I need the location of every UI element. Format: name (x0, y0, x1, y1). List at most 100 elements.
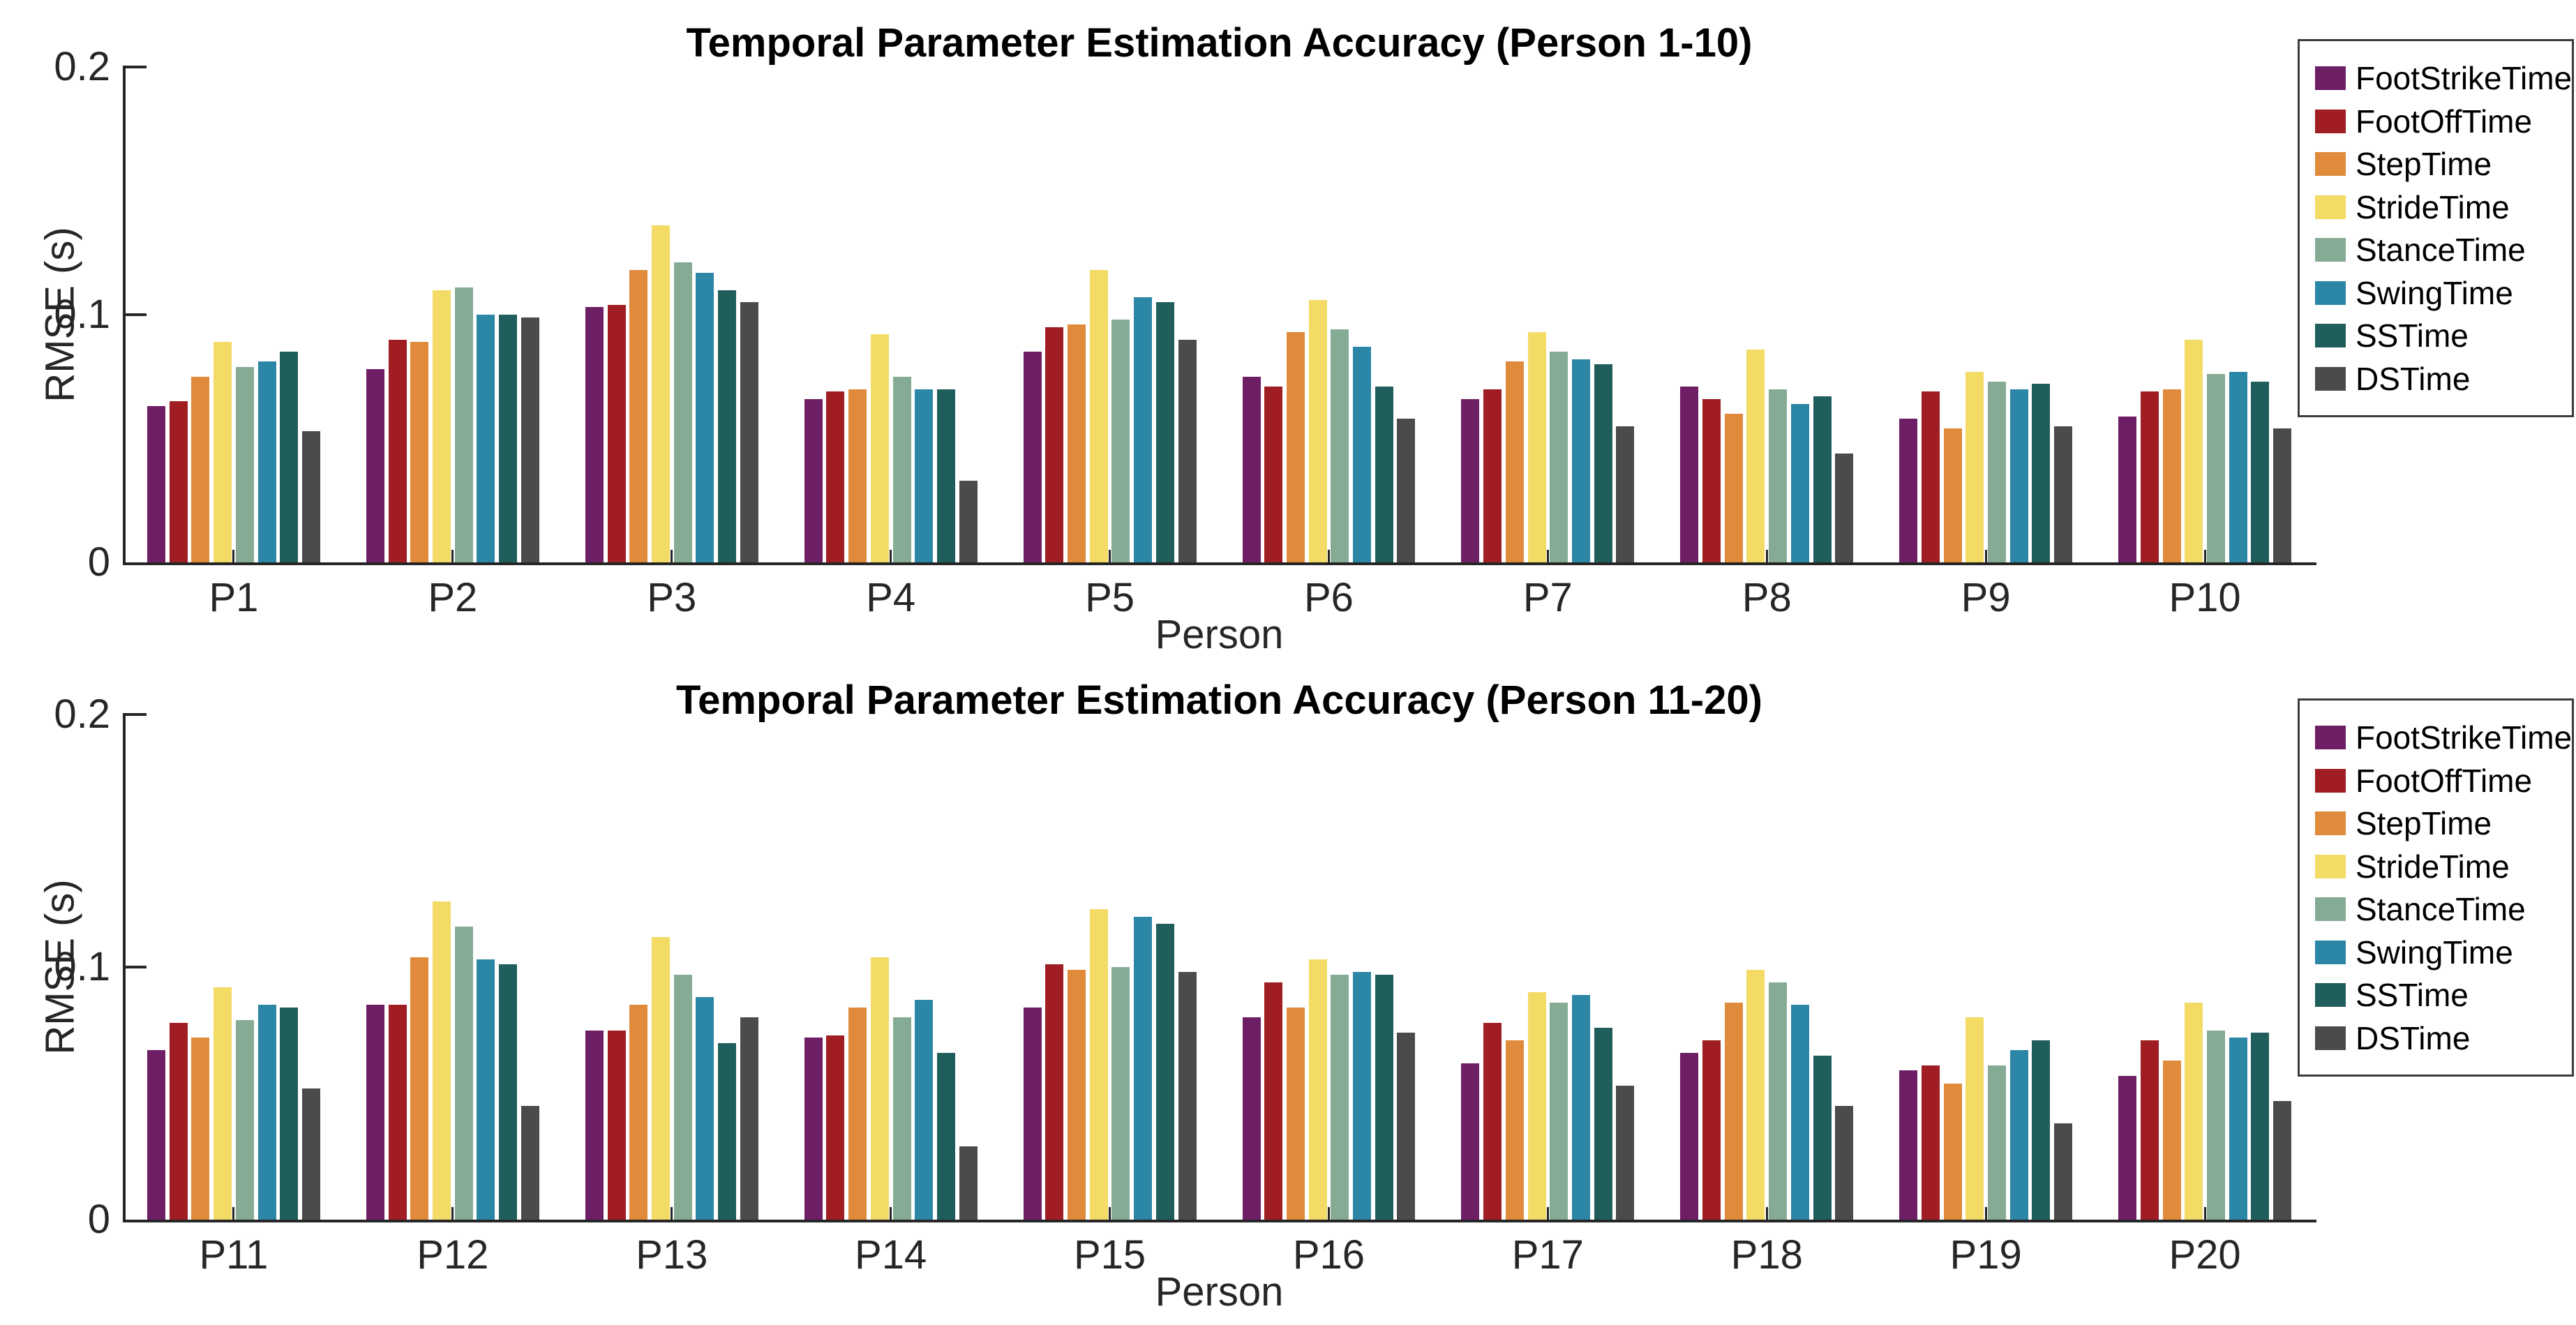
x-tick-mark (890, 1207, 892, 1220)
bar-footofftime-p5 (1045, 327, 1064, 562)
bar-dstime-p15 (1178, 972, 1197, 1220)
bar-dstime-p14 (959, 1146, 978, 1220)
bar-swingtime-p1 (257, 361, 276, 562)
y-tick-mark (126, 966, 147, 968)
bar-stancetime-p6 (1331, 329, 1349, 562)
bar-swingtime-p13 (696, 997, 714, 1220)
bar-swingtime-p19 (2009, 1050, 2028, 1220)
y-axis-bottom (123, 713, 126, 1222)
y-tick-label: 0.1 (54, 292, 110, 337)
bar-swingtime-p15 (1134, 916, 1153, 1220)
bar-swingtime-p14 (915, 1000, 934, 1220)
y-tick-mark (126, 66, 147, 68)
bar-stridetime-p14 (870, 957, 889, 1220)
x-tick-label: P10 (2169, 575, 2241, 620)
bar-footstriketime-p15 (1023, 1007, 1042, 1220)
stancetime-swatch-icon (2315, 897, 2346, 921)
bar-steptime-p8 (1724, 414, 1743, 562)
bar-swingtime-p2 (477, 315, 495, 562)
bar-steptime-p2 (410, 342, 429, 562)
bar-stancetime-p15 (1111, 967, 1130, 1220)
bar-steptime-p19 (1943, 1083, 1962, 1220)
legend-label: StanceTime (2356, 891, 2526, 927)
bar-steptime-p10 (2162, 389, 2181, 562)
bar-sstime-p19 (2032, 1040, 2051, 1220)
bar-dstime-p1 (301, 431, 320, 562)
legend-label: DSTime (2356, 1019, 2471, 1056)
legend-bottom: FootStrikeTime FootOffTime StepTime StrideT… (2298, 698, 2574, 1077)
bar-stridetime-p19 (1965, 1017, 1984, 1220)
legend-item-stridetime: StrideTime (2300, 845, 2572, 888)
bar-footofftime-p8 (1702, 398, 1721, 562)
x-tick-label: P11 (199, 1232, 269, 1278)
legend-label: FootOffTime (2356, 103, 2533, 140)
bar-sstime-p7 (1594, 364, 1612, 562)
y-tick-label: 0.2 (54, 44, 110, 89)
bar-stridetime-p5 (1089, 270, 1108, 562)
bar-swingtime-p11 (257, 1005, 276, 1220)
bar-sstime-p6 (1375, 386, 1393, 562)
legend-label: SwingTime (2356, 274, 2513, 311)
x-tick-label: P6 (1303, 575, 1354, 620)
bar-steptime-p5 (1068, 324, 1086, 562)
legend-item-footstriketime: FootStrikeTime (2300, 716, 2572, 759)
x-tick-mark (1109, 550, 1111, 562)
bar-swingtime-p5 (1134, 297, 1153, 562)
bar-stridetime-p20 (2185, 1002, 2203, 1220)
bar-footofftime-p19 (1921, 1065, 1940, 1220)
x-tick-mark (1765, 550, 1768, 562)
legend-label: StrideTime (2356, 188, 2510, 225)
bar-footofftime-p4 (826, 391, 845, 562)
x-tick-label: P18 (1730, 1232, 1803, 1278)
x-tick-label: P4 (866, 575, 916, 620)
bar-dstime-p4 (959, 480, 978, 562)
bar-sstime-p8 (1813, 396, 1832, 562)
bar-swingtime-p12 (477, 959, 495, 1220)
legend-item-footofftime: FootOffTime (2300, 100, 2572, 143)
bar-stancetime-p18 (1769, 982, 1788, 1220)
bar-dstime-p13 (740, 1017, 758, 1220)
bar-sstime-p15 (1155, 924, 1174, 1220)
bar-swingtime-p8 (1790, 403, 1809, 562)
chart-title-bottom: Temporal Parameter Estimation Accuracy (… (676, 678, 1762, 723)
bar-sstime-p11 (280, 1007, 299, 1220)
footstriketime-swatch-icon (2315, 726, 2346, 749)
legend-top: FootStrikeTime FootOffTime StepTime StrideT… (2298, 39, 2574, 417)
sstime-swatch-icon (2315, 983, 2346, 1007)
bar-footstriketime-p6 (1242, 376, 1261, 562)
legend-item-dstime: DSTime (2300, 357, 2572, 401)
legend-item-dstime: DSTime (2300, 1017, 2572, 1060)
bar-dstime-p9 (2054, 426, 2073, 562)
x-tick-label: P19 (1949, 1232, 2022, 1278)
bar-stancetime-p9 (1988, 381, 2006, 562)
bar-swingtime-p18 (1790, 1005, 1809, 1220)
y-tick-mark (126, 713, 147, 716)
x-tick-mark (232, 550, 235, 562)
bar-footofftime-p3 (607, 304, 626, 562)
bar-stridetime-p16 (1308, 959, 1327, 1220)
bar-steptime-p4 (848, 389, 867, 562)
bar-sstime-p16 (1375, 974, 1393, 1220)
bar-stridetime-p7 (1527, 331, 1546, 562)
bar-stridetime-p10 (2185, 339, 2203, 562)
y-tick-label: 0.1 (54, 944, 110, 989)
bar-stancetime-p17 (1550, 1002, 1568, 1220)
x-tick-mark (2203, 1207, 2206, 1220)
x-tick-label: P20 (2169, 1232, 2241, 1278)
bar-footstriketime-p11 (147, 1050, 165, 1220)
bar-swingtime-p3 (696, 272, 714, 562)
y-tick-label: 0 (87, 1197, 110, 1242)
bar-footofftime-p9 (1921, 391, 1940, 562)
bar-footofftime-p18 (1702, 1040, 1721, 1220)
bar-steptime-p13 (629, 1005, 648, 1220)
footofftime-swatch-icon (2315, 768, 2346, 793)
footofftime-swatch-icon (2315, 109, 2346, 133)
x-tick-label: P13 (636, 1232, 708, 1278)
bar-stridetime-p1 (214, 342, 232, 562)
bar-steptime-p11 (191, 1038, 210, 1220)
bar-footofftime-p11 (169, 1022, 188, 1220)
bar-footstriketime-p20 (2118, 1075, 2137, 1220)
bar-stancetime-p11 (235, 1020, 254, 1220)
bar-swingtime-p10 (2229, 371, 2247, 562)
bar-steptime-p3 (629, 270, 648, 562)
